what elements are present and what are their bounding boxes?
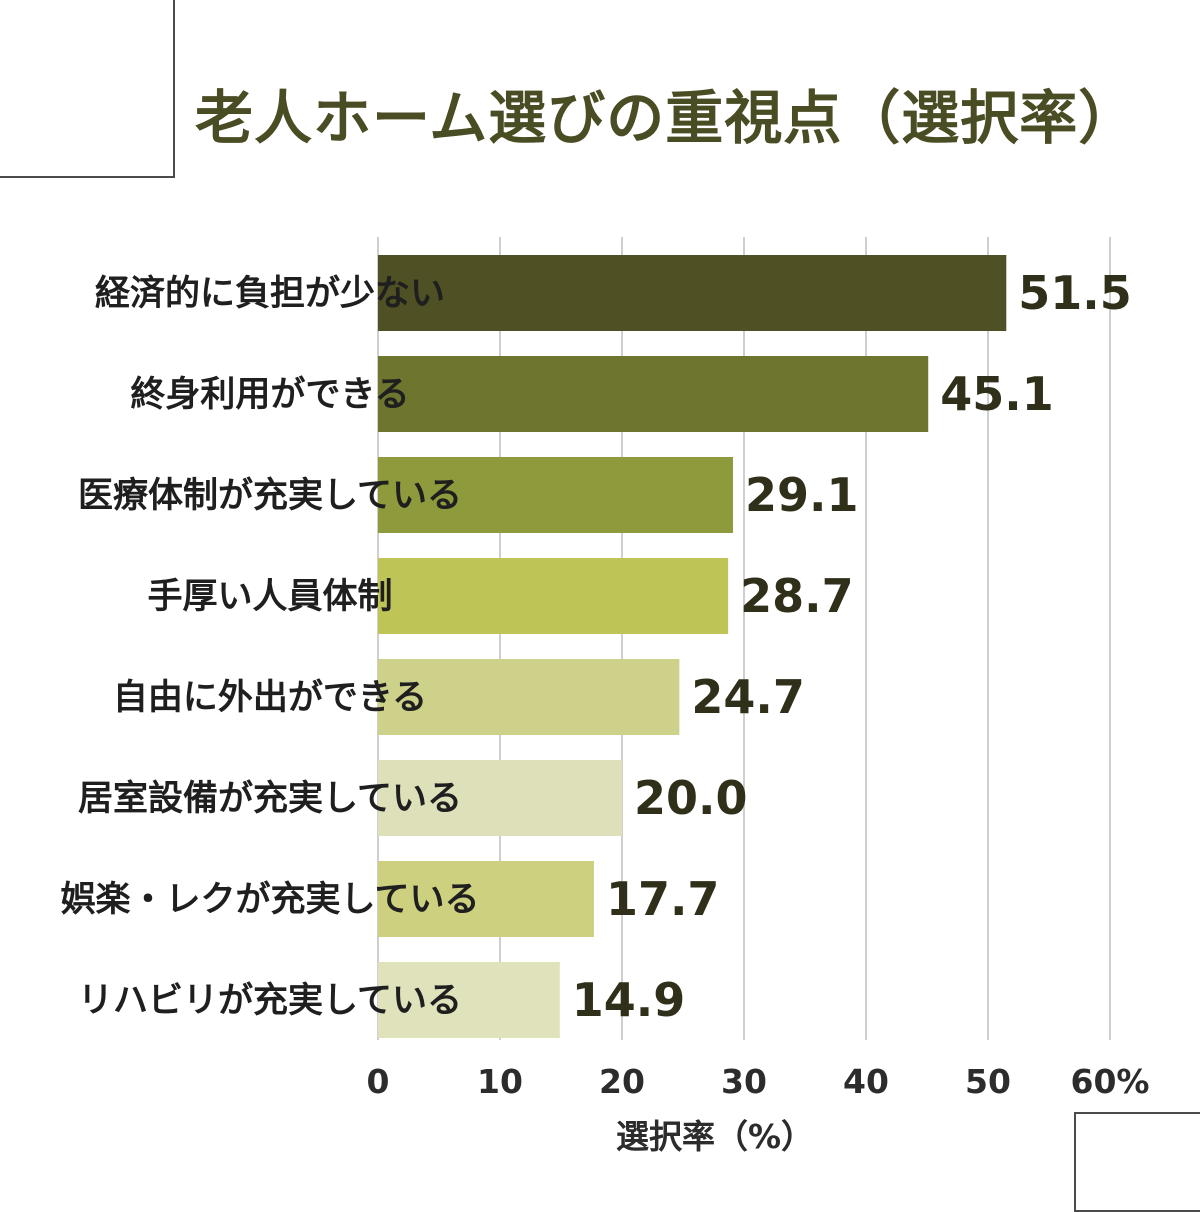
category-label-6: 娯楽・レクが充実している — [61, 880, 480, 920]
bar-5 — [378, 760, 622, 836]
x-tick-label-20: 20 — [599, 1062, 645, 1101]
bar-2 — [378, 457, 734, 533]
bar-6 — [378, 861, 594, 937]
bar-7 — [378, 962, 560, 1038]
x-axis-ticks: 0 10 20 30 40 50 60% — [367, 1062, 1150, 1101]
category-label-7: リハビリが充実している — [78, 981, 462, 1021]
value-label-0: 51.5 — [1018, 266, 1132, 320]
value-label-7: 14.9 — [572, 973, 686, 1027]
bar-3 — [378, 558, 729, 634]
x-tick-label-40: 40 — [843, 1062, 889, 1101]
value-label-5: 20.0 — [634, 771, 748, 825]
x-axis-title: 選択率（%） — [616, 1117, 814, 1156]
category-label-4: 自由に外出ができる — [113, 678, 427, 718]
corner-frame-top-left — [0, 0, 175, 178]
bars — [378, 255, 1007, 1038]
x-tick-label-30: 30 — [721, 1062, 767, 1101]
bar-1 — [378, 356, 929, 432]
bar-0 — [378, 255, 1007, 331]
value-labels: 51.5 45.1 29.1 28.7 24.7 20.0 17.7 14.9 — [572, 266, 1132, 1027]
x-tick-label-0: 0 — [367, 1062, 390, 1101]
value-label-6: 17.7 — [606, 872, 720, 926]
category-labels: 経済的に負担が少ない終身利用ができる医療体制が充実している手厚い人員体制自由に外… — [61, 274, 480, 1021]
chart-title: 老人ホーム選びの重視点（選択率） — [195, 84, 1138, 152]
category-label-1: 終身利用ができる — [130, 375, 409, 415]
value-label-3: 28.7 — [740, 569, 854, 623]
x-tick-label-50: 50 — [965, 1062, 1011, 1101]
category-label-2: 医療体制が充実している — [78, 476, 462, 516]
category-label-5: 居室設備が充実している — [78, 778, 462, 819]
category-label-3: 手厚い人員体制 — [147, 577, 392, 617]
x-tick-label-10: 10 — [477, 1062, 523, 1101]
bar-4 — [378, 659, 680, 735]
category-label-0: 経済的に負担が少ない — [95, 274, 445, 314]
x-tick-label-60: 60% — [1071, 1062, 1150, 1101]
value-label-4: 24.7 — [691, 670, 805, 724]
value-label-1: 45.1 — [940, 367, 1054, 421]
value-label-2: 29.1 — [745, 468, 859, 522]
